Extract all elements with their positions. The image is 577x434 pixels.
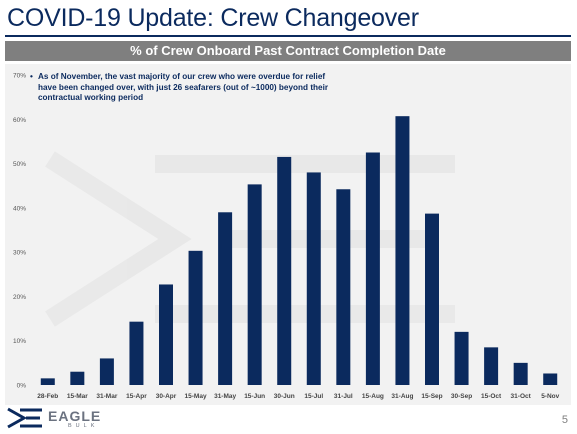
chart-annotation: • As of November, the vast majority of o…: [30, 72, 338, 104]
bar-30-jun: [277, 156, 292, 385]
x-tick-label: 31-Oct: [511, 393, 532, 400]
logo-wordmark: EAGLE: [48, 408, 102, 424]
page-number: 5: [561, 414, 568, 426]
y-tick-label: 0%: [17, 383, 27, 390]
x-tick-label: 31-Jul: [334, 393, 353, 400]
y-tick-label: 10%: [13, 338, 26, 345]
bar-31-may: [218, 212, 233, 385]
x-tick-label: 15-Jun: [244, 393, 265, 400]
y-tick-label: 30%: [13, 250, 26, 257]
slide-title: COVID-19 Update: Crew Changeover: [7, 4, 419, 32]
title-divider: [5, 35, 571, 37]
bar-28-feb: [40, 378, 55, 385]
x-tick-label: 31-May: [214, 393, 236, 400]
x-tick-label: 15-Sep: [421, 393, 442, 400]
x-tick-label: 15-Oct: [481, 393, 502, 400]
x-tick-label: 15-May: [185, 393, 207, 400]
y-tick-label: 70%: [13, 73, 26, 80]
x-tick-label: 15-Mar: [67, 393, 88, 400]
x-tick-label: 15-Aug: [362, 393, 384, 400]
x-tick-label: 15-Jul: [304, 393, 323, 400]
bar-15-oct: [484, 347, 499, 385]
company-logo: EAGLE BULK: [6, 406, 118, 430]
bar-30-apr: [159, 284, 173, 385]
x-tick-label: 28-Feb: [37, 393, 58, 400]
y-tick-label: 40%: [13, 205, 26, 212]
bar-15-sep: [425, 213, 439, 385]
note-text: As of November, the vast majority of our…: [38, 72, 329, 103]
bar-31-aug: [395, 116, 410, 385]
bar-31-oct: [513, 362, 528, 385]
note-bullet: •: [30, 72, 33, 81]
y-tick-label: 60%: [13, 117, 26, 124]
bar-30-sep: [454, 331, 469, 385]
bar-15-jun: [247, 184, 262, 385]
bar-31-mar: [99, 358, 114, 385]
x-tick-label: 31-Aug: [391, 393, 413, 400]
bar-15-aug: [365, 152, 380, 385]
bar-15-jul: [306, 172, 321, 385]
bar-15-apr: [129, 321, 144, 385]
x-tick-label: 5-Nov: [541, 393, 559, 400]
y-tick-label: 50%: [13, 161, 26, 168]
chart-header: % of Crew Onboard Past Contract Completi…: [5, 41, 571, 61]
bar-31-jul: [336, 189, 351, 385]
x-tick-label: 30-Sep: [451, 393, 472, 400]
chart-panel: 0% 10% 20% 30% 40% 50% 60% 70% 28-Feb 15-Mar 31-M…: [5, 64, 571, 405]
x-tick-label: 30-Jun: [274, 393, 295, 400]
bar-15-mar: [70, 371, 85, 385]
logo-subtext: BULK: [68, 423, 99, 429]
x-tick-label: 30-Apr: [156, 393, 177, 400]
bar-15-may: [188, 250, 203, 385]
x-tick-label: 15-Apr: [126, 393, 147, 400]
logo-mark-icon: [7, 407, 42, 429]
bar-chart: 0% 10% 20% 30% 40% 50% 60% 70% 28-Feb 15-Mar 31-M…: [13, 73, 560, 401]
x-tick-label: 31-Mar: [96, 393, 117, 400]
bar-5-nov: [543, 373, 558, 385]
y-tick-label: 20%: [13, 294, 26, 301]
